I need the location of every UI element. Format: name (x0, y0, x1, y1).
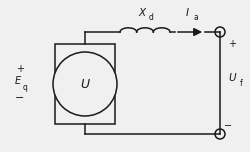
Bar (55, 44, 115, 124)
Text: X: X (138, 8, 145, 18)
Text: U: U (80, 78, 90, 90)
Text: +: + (228, 39, 236, 49)
Text: q: q (22, 83, 28, 92)
Text: −: − (15, 93, 25, 103)
Circle shape (215, 27, 225, 37)
Text: U: U (228, 73, 236, 83)
Text: d: d (148, 13, 154, 22)
Text: f: f (240, 79, 242, 88)
Text: +: + (16, 64, 24, 74)
Text: I: I (186, 8, 188, 18)
Text: −: − (224, 121, 232, 131)
Text: a: a (194, 13, 198, 22)
Circle shape (53, 52, 117, 116)
Circle shape (215, 129, 225, 139)
Text: E: E (15, 76, 21, 86)
